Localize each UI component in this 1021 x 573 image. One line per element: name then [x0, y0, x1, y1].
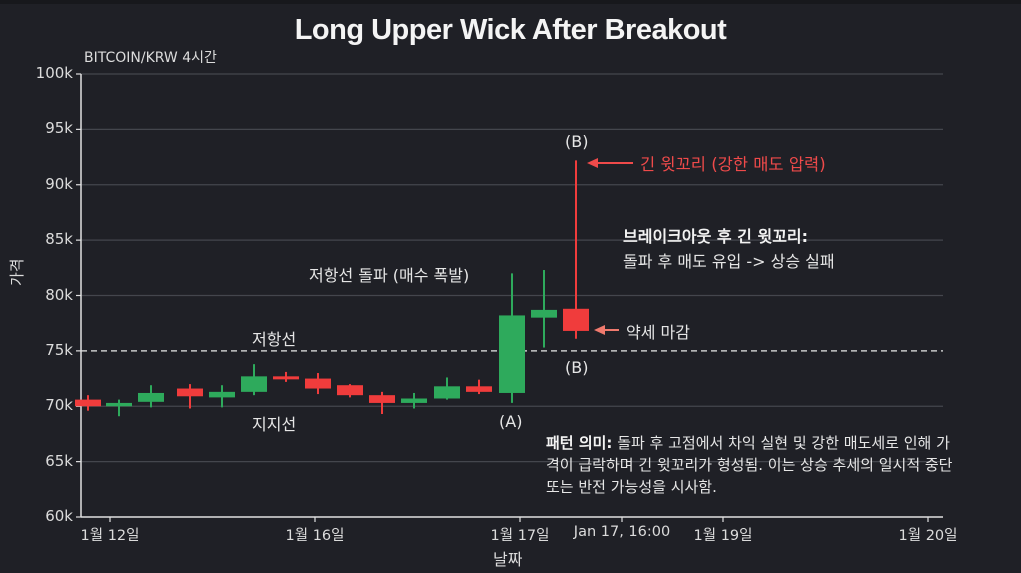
bullish-candle [434, 386, 460, 399]
x-tick-label: Jan 17, 16:00 [573, 524, 671, 540]
label-b-bottom: (B) [565, 358, 589, 377]
summary-body: 돌파 후 매도 유입 -> 상승 실패 [623, 252, 835, 271]
chart-subtitle: BITCOIN/KRW 4시간 [84, 50, 217, 66]
resistance-label: 저항선 [252, 330, 297, 349]
pattern-note-title: 패턴 의미: [546, 434, 613, 452]
bearish-candle [369, 395, 395, 403]
y-tick-label: 95k [45, 119, 73, 138]
support-label: 지지선 [252, 415, 297, 434]
y-axis-label: 가격 [8, 258, 26, 286]
y-tick-label: 90k [45, 174, 73, 193]
bearish-candle [563, 308, 589, 331]
label-b-top: (B) [565, 132, 589, 151]
x-tick-label: 1월 16일 [285, 528, 345, 544]
bearish-candle [177, 388, 203, 397]
bullish-candle [241, 376, 267, 392]
bearish-candle [337, 385, 363, 396]
x-tick-label: 1월 17일 [490, 528, 550, 544]
x-tick-label: 1월 20일 [898, 528, 958, 544]
x-tick-label: 1월 12일 [80, 528, 140, 544]
summary-title: 브레이크아웃 후 긴 윗꼬리: [623, 227, 809, 246]
pattern-note-body: 돌파 후 고점에서 차익 실현 및 강한 매도세로 인해 가격이 급락하며 긴 … [546, 434, 953, 496]
long-wick-arrow-icon [587, 158, 598, 168]
x-axis-label: 날짜 [493, 550, 523, 569]
bullish-candle [499, 315, 525, 393]
weak-close-label: 약세 마감 [626, 323, 690, 342]
y-tick-label: 75k [45, 340, 73, 359]
y-tick-label: 65k [45, 451, 73, 470]
chart-title: Long Upper Wick After Breakout [294, 14, 727, 46]
bullish-candle [401, 398, 427, 403]
bearish-candle [305, 378, 331, 389]
y-tick-label: 100k [35, 64, 73, 82]
y-tick-label: 70k [45, 396, 73, 415]
label-a: (A) [499, 412, 523, 431]
y-tick-label: 60k [45, 507, 73, 525]
bullish-candle [138, 392, 164, 402]
bullish-candle [106, 402, 132, 407]
y-tick-label: 80k [45, 285, 73, 304]
x-tick-label: 1월 19일 [693, 528, 753, 544]
bullish-candle [209, 391, 235, 398]
weak-close-arrow-icon [594, 325, 605, 335]
bearish-candle [75, 399, 101, 407]
breakout-label: 저항선 돌파 (매수 폭발) [309, 266, 470, 285]
pattern-note: 패턴 의미: 돌파 후 고점에서 차익 실현 및 강한 매도세로 인해 가격이 … [546, 432, 956, 498]
long-wick-label: 긴 윗꼬리 (강한 매도 압력) [640, 155, 826, 174]
y-tick-label: 85k [45, 230, 73, 249]
bearish-candle [273, 376, 299, 380]
bullish-candle [531, 309, 557, 318]
bearish-candle [466, 386, 492, 392]
